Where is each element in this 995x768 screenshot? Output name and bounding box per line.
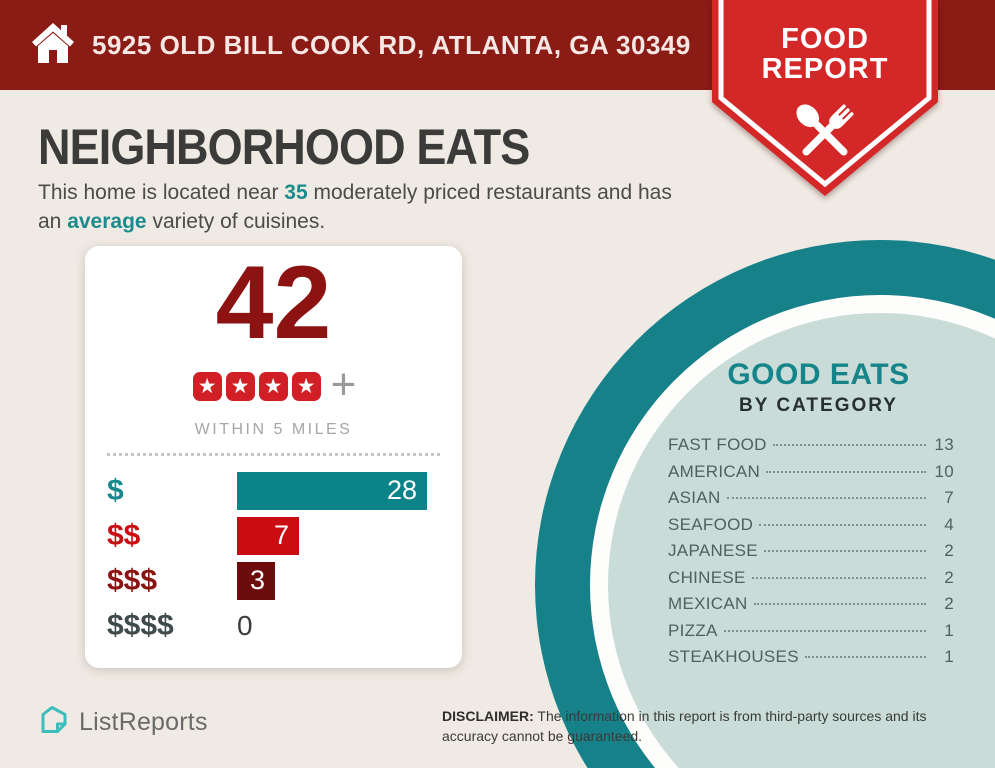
intro-text: This home is located near 35 moderately …: [38, 179, 693, 237]
restaurant-count: 35: [284, 181, 308, 204]
intro-post: variety of cuisines.: [146, 209, 326, 233]
property-address: 5925 OLD BILL COOK RD, ATLANTA, GA 30349: [92, 29, 691, 60]
category-value: 1: [944, 620, 954, 640]
bar-value: 28: [386, 475, 417, 506]
good-eats-title: GOOD EATS: [727, 358, 910, 391]
category-row: FAST FOOD 13: [668, 435, 954, 462]
price-bar: 3: [237, 561, 275, 600]
category-label: AMERICAN: [668, 461, 761, 481]
intro-mid: moderately priced restaurants and has an: [38, 181, 672, 233]
category-value: 2: [944, 594, 954, 613]
intro-pre: This home is located near: [38, 181, 285, 204]
ribbon-line1: FOOD: [781, 23, 869, 55]
category-row: STEAKHOUSES 1: [668, 647, 954, 674]
dotted-leader: [753, 603, 926, 605]
category-value: 4: [944, 514, 954, 534]
price-bar: 7: [237, 516, 299, 555]
category-row: PIZZA 1: [668, 621, 954, 648]
brand-name: ListReports: [79, 707, 208, 736]
category-value: 13: [934, 435, 954, 454]
price-tier-label: $$$$: [107, 608, 174, 642]
crossed-spoon-fork-icon: [786, 94, 864, 172]
price-row: $$ 7: [107, 516, 462, 555]
star-icon: ★: [258, 372, 288, 402]
plus-icon: +: [330, 359, 357, 409]
category-value: 7: [944, 488, 954, 507]
dotted-leader: [726, 497, 926, 499]
ribbon-shape: [712, 0, 938, 196]
price-tier-bar-chart: $ 28 $$ 7 $$$ 3 $$$$ 0: [85, 471, 462, 652]
listreports-logo-icon: [38, 703, 70, 741]
star-icon: ★: [192, 372, 222, 402]
category-row: CHINESE 2: [668, 568, 954, 595]
price-bar: 28: [237, 471, 427, 510]
category-list: FAST FOOD 13 AMERICAN 10 ASIAN 7 SEAFOOD…: [668, 435, 954, 674]
category-label: CHINESE: [668, 567, 746, 587]
dotted-leader: [759, 523, 926, 526]
good-eats-subtitle: BY CATEGORY: [739, 395, 898, 416]
variety-highlight: average: [67, 209, 147, 233]
category-label: ASIAN: [668, 488, 721, 507]
category-label: JAPANESE: [668, 541, 758, 560]
good-eats-panel: GOOD EATS BY CATEGORY FAST FOOD 13 AMERI…: [668, 358, 954, 674]
category-value: 2: [944, 541, 954, 560]
price-row: $$$ 3: [107, 561, 462, 600]
category-row: MEXICAN 2: [668, 594, 954, 621]
price-tier-label: $: [107, 473, 124, 507]
dotted-leader: [751, 576, 926, 579]
star-icon: ★: [225, 372, 255, 402]
bar-value: 3: [249, 565, 265, 596]
category-label: STEAKHOUSES: [668, 647, 799, 666]
disclaimer-label: DISCLAIMER:: [442, 708, 534, 724]
dotted-divider: [107, 452, 440, 456]
dotted-leader: [723, 629, 926, 632]
dotted-leader: [766, 470, 926, 473]
ribbon-line2: REPORT: [761, 53, 889, 86]
price-row: $$$$ 0: [107, 607, 462, 645]
category-label: SEAFOOD: [668, 514, 754, 534]
category-label: FAST FOOD: [668, 435, 767, 454]
category-label: PIZZA: [668, 620, 718, 640]
category-value: 2: [944, 567, 954, 587]
page-title: NEIGHBORHOOD EATS: [38, 119, 530, 175]
restaurant-summary-card: 42 ★ ★ ★ ★ + WITHIN 5 MILES $ 28 $$ 7: [85, 246, 462, 668]
category-row: SEAFOOD 4: [668, 515, 954, 542]
bar-value: 7: [273, 520, 289, 551]
total-restaurants: 42: [215, 245, 332, 361]
price-tier-label: $$: [107, 518, 141, 552]
disclaimer-text: DISCLAIMER: The information in this repo…: [442, 707, 966, 746]
food-report-ribbon: FOOD REPORT: [712, 0, 938, 196]
category-value: 1: [944, 647, 954, 666]
within-miles-label: WITHIN 5 MILES: [194, 420, 353, 438]
category-row: JAPANESE 2: [668, 541, 954, 568]
bar-value: 0: [237, 609, 253, 641]
ribbon-title: FOOD REPORT: [712, 24, 938, 84]
price-tier-label: $$$: [107, 563, 158, 597]
disclaimer-body: The information in this report is from t…: [442, 708, 927, 744]
dotted-leader: [772, 444, 926, 446]
dotted-leader: [804, 656, 926, 658]
star-icon: ★: [291, 372, 321, 402]
home-icon: [30, 22, 76, 69]
price-row: $ 28: [107, 471, 462, 510]
star-rating: ★ ★ ★ ★ +: [191, 359, 357, 409]
dotted-leader: [763, 550, 926, 552]
category-row: ASIAN 7: [668, 488, 954, 515]
category-label: MEXICAN: [668, 594, 748, 613]
category-row: AMERICAN 10: [668, 462, 954, 489]
category-value: 10: [934, 461, 954, 481]
listreports-brand: ListReports: [38, 703, 208, 741]
